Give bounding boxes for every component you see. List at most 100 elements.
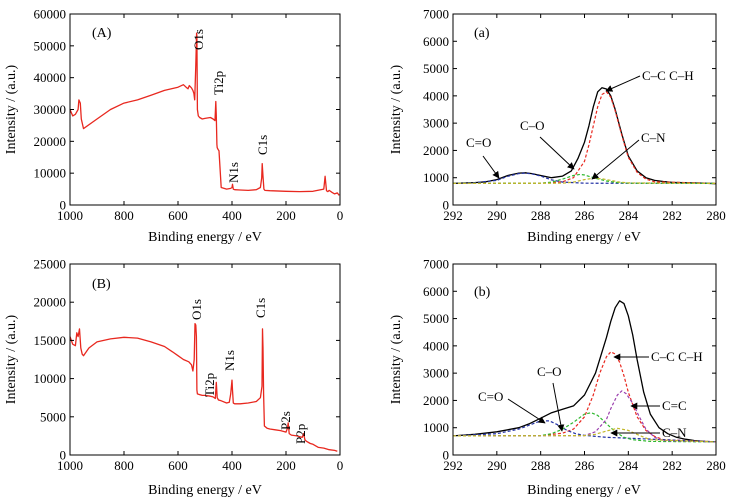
y-tick-label: 30000 [34,102,67,117]
peak-label-c1s: C1s [253,298,268,318]
x-tick-label: 800 [114,208,134,223]
x-axis-label: Binding energy / eV [148,483,262,498]
x-tick-label: 800 [114,458,134,473]
x-tick-label: 0 [337,458,344,473]
panel-a: (a) Binding energy / eV Intensity / (a.u… [389,7,726,246]
peak-label-o1s: O1s [191,29,206,50]
y-tick-label: 6000 [423,34,449,49]
y-tick-label: 40000 [34,70,67,85]
panel-label: (A) [92,26,112,41]
x-tick-label: 600 [168,458,188,473]
x-tick-label: 200 [276,458,296,473]
x-tick-label: 0 [337,208,344,223]
peak-label-n1s: N1s [226,162,241,183]
peak-label-c-o: C–O [520,118,545,133]
peak-label-n1s: N1s [222,350,237,371]
y-tick-label: 15000 [34,333,67,348]
y-tick-label: 3000 [423,366,449,381]
x-tick-label: 200 [276,208,296,223]
y-tick-label: 1000 [423,170,449,185]
peak-label-c-c-c-h: C–C C–H [651,349,703,364]
x-tick-label: 600 [168,208,188,223]
arrow-c-o [552,382,565,432]
y-tick-label: 20000 [34,295,67,310]
x-tick-label: 280 [706,458,726,473]
x-tick-label: 286 [575,208,595,223]
x-axis-label: Binding energy / eV [148,230,262,245]
series-line-0 [452,300,717,443]
x-tick-label: 400 [222,208,242,223]
panel-b: (b) Binding energy / eV Intensity / (a.u… [389,257,726,499]
arrow-c-o [539,136,575,170]
panel-B: (B) Binding energy / eV Intensity / (a.u… [4,257,343,499]
y-tick-label: 4000 [423,338,449,353]
x-axis-label: Binding energy / eV [527,483,641,498]
series-line-0 [69,32,340,196]
series-line-4 [452,390,717,443]
y-tick-label: 0 [60,448,67,463]
x-tick-label: 282 [662,208,682,223]
peak-label-c-double-o: C=O [466,135,491,150]
x-tick-label: 280 [706,208,726,223]
peak-label-ti2p: Ti2p [211,71,226,95]
x-tick-label: 292 [443,208,463,223]
panel-label: (b) [474,285,491,300]
y-tick-label: 7000 [423,7,449,22]
x-tick-label: 284 [619,458,639,473]
y-axis-label: Intensity / (a.u.) [4,314,19,404]
y-tick-label: 25000 [34,257,67,272]
y-tick-label: 1000 [423,420,449,435]
x-tick-label: 288 [531,458,551,473]
x-tick-label: 1000 [57,208,83,223]
peak-label-c-n: C–N [662,425,687,440]
y-tick-label: 3000 [423,116,449,131]
peak-label-ti2p: Ti2p [202,373,217,397]
plot-frame [452,13,717,206]
y-tick-label: 2000 [423,143,449,158]
peak-label-c1s: C1s [255,135,270,155]
y-tick-label: 5000 [40,409,66,424]
series-line-1 [452,351,717,443]
peak-label-p2p: P2p [293,424,308,444]
arrow-c-double-o [507,398,546,424]
series-line-2 [452,172,717,184]
series-line-1 [452,91,717,184]
series-line-3 [452,412,717,443]
x-tick-label: 284 [619,208,639,223]
series-line-3 [452,173,717,184]
y-tick-label: 20000 [34,134,67,149]
peak-label-o1s: O1s [189,299,204,320]
panel-label: (a) [474,26,490,41]
series-line-5 [452,427,717,443]
y-tick-label: 0 [443,198,450,213]
y-axis-label: Intensity / (a.u.) [389,314,404,404]
y-tick-label: 10000 [34,166,67,181]
y-tick-label: 5000 [423,311,449,326]
arrow-c-double-o [482,155,500,179]
x-tick-label: 282 [662,458,682,473]
x-tick-label: 1000 [57,458,83,473]
peak-label-c-n: C–N [641,130,666,145]
y-tick-label: 6000 [423,284,449,299]
y-tick-label: 4000 [423,88,449,103]
x-tick-label: 292 [443,458,463,473]
y-axis-label: Intensity / (a.u.) [4,64,19,154]
y-tick-label: 5000 [423,61,449,76]
panel-label: (B) [92,277,111,292]
y-tick-label: 2000 [423,393,449,408]
series-line-0 [452,87,717,185]
y-tick-label: 10000 [34,371,67,386]
peak-label-c-double-c: C=C [662,398,687,413]
plot-frame [69,263,341,456]
arrow-c-c-c-h [605,75,641,92]
x-tick-label: 286 [575,458,595,473]
y-tick-label: 50000 [34,38,67,53]
y-tick-label: 60000 [34,7,67,22]
y-axis-label: Intensity / (a.u.) [389,64,404,154]
x-axis-label: Binding energy / eV [527,230,641,245]
arrow-c-n [591,139,640,180]
series-line-0 [69,322,338,452]
y-tick-label: 0 [60,198,67,213]
peak-label-c-o: C–O [537,364,562,379]
x-tick-label: 290 [487,208,507,223]
